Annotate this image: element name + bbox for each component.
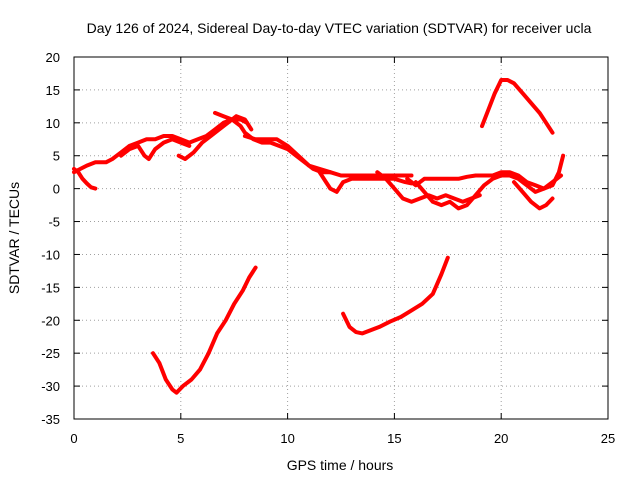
y-tick-label-9: 10 xyxy=(46,116,60,131)
series-line-arc-6 xyxy=(242,134,333,175)
y-tick-label-5: -10 xyxy=(41,247,60,262)
series-line-arc-14 xyxy=(341,255,450,336)
data-series xyxy=(72,78,566,395)
grid-lines xyxy=(74,57,608,419)
y-tick-label-1: -30 xyxy=(41,379,60,394)
y-tick-label-0: -35 xyxy=(41,412,60,427)
series-line-arc-11 xyxy=(512,180,555,211)
y-tick-label-3: -20 xyxy=(41,313,60,328)
x-tick-label-4: 20 xyxy=(494,431,508,446)
x-tick-label-2: 10 xyxy=(280,431,294,446)
x-axis-label: GPS time / hours xyxy=(287,457,394,473)
series-line-arc-2 xyxy=(72,117,249,175)
x-tick-label-1: 5 xyxy=(177,431,184,446)
series-line-arc-4 xyxy=(176,114,254,161)
y-tick-label-8: 5 xyxy=(53,149,60,164)
series-line-arc-10 xyxy=(405,153,566,191)
x-tick-label-5: 25 xyxy=(601,431,615,446)
plot-border xyxy=(73,56,609,420)
series-line-arc-3 xyxy=(119,137,192,161)
series-line-arc-7 xyxy=(317,170,414,194)
y-axis-label: SDTVAR / TECUs xyxy=(6,182,22,294)
plot-frame xyxy=(73,56,609,420)
x-tick-label-3: 15 xyxy=(387,431,401,446)
y-tick-label-10: 15 xyxy=(46,83,60,98)
y-tick-label-11: 20 xyxy=(46,50,60,65)
y-tick-label-2: -25 xyxy=(41,346,60,361)
series-line-arc-13 xyxy=(151,265,258,395)
x-tick-label-0: 0 xyxy=(70,431,77,446)
y-tick-label-4: -15 xyxy=(41,280,60,295)
y-tick-label-6: -5 xyxy=(48,215,60,230)
y-tick-label-7: 0 xyxy=(53,182,60,197)
x-axis-ticks: 0 5 10 15 20 25 xyxy=(70,57,615,446)
series-line-arc-12 xyxy=(480,78,555,135)
series-line-arc-9 xyxy=(413,173,563,211)
y-axis-ticks: -35 -30 -25 -20 -15 -10 -5 0 5 10 15 20 xyxy=(41,50,608,427)
chart-title: Day 126 of 2024, Sidereal Day-to-day VTE… xyxy=(87,20,592,36)
